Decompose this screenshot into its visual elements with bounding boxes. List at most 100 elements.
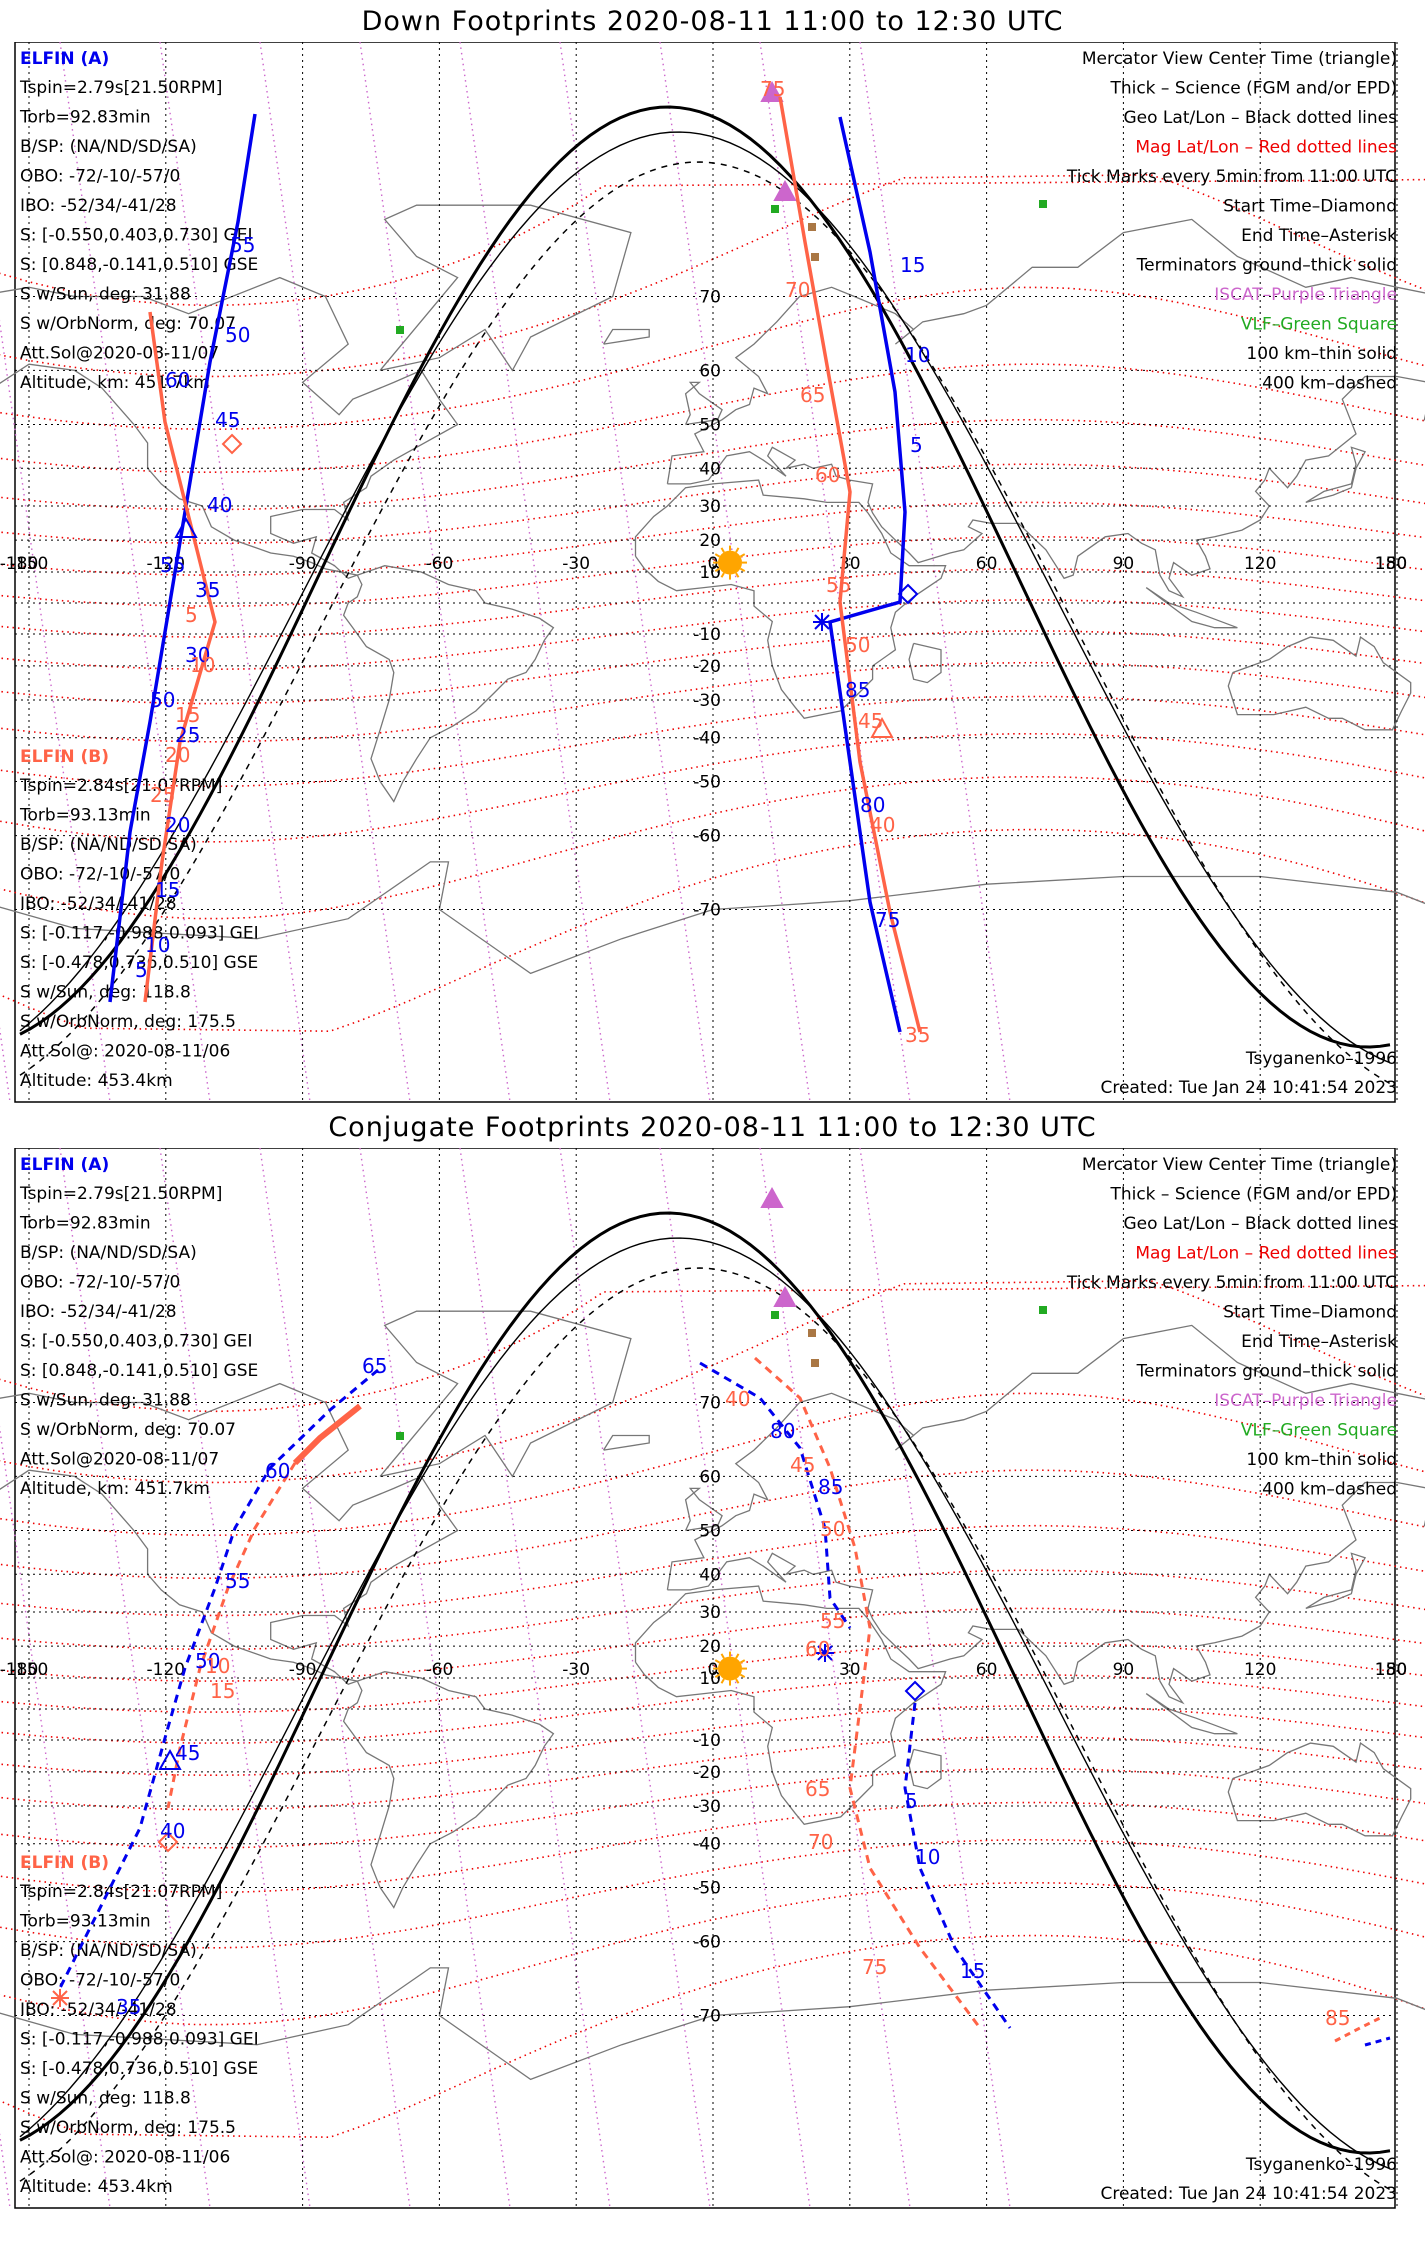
elfin-a-info-line: OBO: -72/-10/-57/0 <box>20 167 180 187</box>
elfin-b-info-line: S w/OrbNorm, deg: 175.5 <box>20 2118 236 2138</box>
created-timestamp: Created: Tue Jan 24 10:41:54 2023 <box>1100 1078 1397 1098</box>
elfin-b-track-label: 50 <box>845 633 870 657</box>
lon-tick-label: -60 <box>426 1660 454 1680</box>
elfin-a-track-edge <box>1364 2036 1391 2047</box>
lat-tick-label: -70 <box>693 2006 721 2026</box>
elfin-a-track-east <box>699 1361 852 1629</box>
mag-lat-line <box>0 363 1425 474</box>
elfin-a-track-label: 85 <box>818 1475 843 1499</box>
elfin-a-info-line: S: [-0.550,0.403,0.730] GEI <box>20 1332 252 1352</box>
map-panel-down: -180-150 -120 -90 -60 -30 0 30 60 90 120 150180706… <box>0 42 1425 1103</box>
elfin-b-track-label: 45 <box>790 1453 815 1477</box>
elfin-b-track-label: 60 <box>815 463 840 487</box>
legend-line: Terminators ground–thick solid <box>1136 1362 1397 1382</box>
mag-lon-line <box>659 1148 811 2209</box>
lon-tick-label: -180 <box>0 554 38 574</box>
lat-tick-label: 50 <box>699 416 721 436</box>
legend-line: Terminators ground–thick solid <box>1136 256 1397 276</box>
elfin-b-track-label: 75 <box>862 1955 887 1979</box>
coastline <box>0 1967 1425 2081</box>
elfin-a-info-line: Torb=92.83min <box>19 1214 151 1234</box>
elfin-b-info-line: S w/Sun, deg: 118.8 <box>20 983 191 1003</box>
legend-line: 400 km–dashed <box>1262 374 1397 394</box>
legend-line: Geo Lat/Lon – Black dotted lines <box>1124 108 1398 128</box>
lat-tick-label: -70 <box>693 900 721 920</box>
sun-ray <box>720 1678 725 1684</box>
lon-tick-label: 90 <box>1113 1660 1135 1680</box>
lat-tick-label: -10 <box>693 625 721 645</box>
lat-tick-label: 60 <box>699 361 721 381</box>
sun-ray <box>739 1659 746 1664</box>
panel-title-down: Down Footprints 2020-08-11 11:00 to 12:3… <box>361 6 1064 37</box>
mag-lat-line <box>0 1838 1425 1949</box>
elfin-b-info-line: Torb=93.13min <box>19 1912 151 1932</box>
elfin-b-info-line: Att.Sol@: 2020-08-11/06 <box>20 1042 230 1062</box>
elfin-a-center-triangle <box>174 516 198 538</box>
iscat-station-triangle <box>760 1186 784 1208</box>
elfin-b-track-label: 15 <box>210 1679 235 1703</box>
elfin-a-track-label: 35 <box>116 1995 141 2019</box>
lon-tick-label: -120 <box>147 1660 186 1680</box>
mag-lon-line <box>59 1148 211 2209</box>
mag-lon-line <box>259 1148 411 2209</box>
elfin-b-info-line: IBO: -52/34/-41/28 <box>20 2000 177 2020</box>
coastline <box>1305 1552 1367 1610</box>
elfin-a-track-label: 30 <box>185 643 210 667</box>
elfin-b-info-line: Tspin=2.84s[21.07RPM] <box>19 1882 222 1902</box>
elfin-b-track-label: 50 <box>820 1517 845 1541</box>
mag-lon-line <box>159 1148 311 2209</box>
lon-tick-label: 180 <box>1375 554 1407 574</box>
vlf-station-square <box>1039 200 1047 208</box>
lon-tick-label: 150 <box>1375 554 1407 574</box>
elfin-a-info-line: S: [0.848,-0.141,0.510] GSE <box>20 255 258 275</box>
lon-tick-label: 0 <box>708 554 719 574</box>
sun-ray <box>735 1653 740 1659</box>
mag-lon-line <box>59 42 211 1103</box>
elfin-a-track-label: 45 <box>175 1741 200 1765</box>
elfin-a-end-asterisk <box>816 1644 834 1662</box>
legend-line: Tick Marks every 5min from 11:00 UTC <box>1066 167 1397 187</box>
elfin-a-track-label: 40 <box>207 493 232 517</box>
coastline <box>684 1487 723 1532</box>
mag-lon-line <box>0 319 111 1103</box>
iscat-station-triangle <box>773 1285 797 1307</box>
elfin-b-track-label: 85 <box>1325 2006 1350 2030</box>
elfin-b-track-label: 75 <box>760 77 785 101</box>
coastline <box>603 1434 650 1451</box>
lat-tick-label: -50 <box>693 1878 721 1898</box>
vlf-station-square <box>396 326 404 334</box>
elfin-a-start-diamond <box>904 1680 926 1702</box>
elfin-a-title: ELFIN (A) <box>20 49 109 69</box>
coastline <box>603 328 650 345</box>
elfin-a-info-line: Altitude, km: 451.7km <box>20 1479 210 1499</box>
legend-line: ISCAT–Purple Triangle <box>1214 1391 1397 1411</box>
elfin-a-track-label: 45 <box>215 408 240 432</box>
elfin-b-track-label: 35 <box>905 1023 930 1047</box>
elfin-a-track-label: 50 <box>150 688 175 712</box>
coastline <box>908 642 942 684</box>
mag-lat-line <box>0 661 1425 743</box>
mag-lat-line <box>0 1469 1425 1580</box>
panel-title-conjugate: Conjugate Footprints 2020-08-11 11:00 to… <box>328 1112 1097 1143</box>
elfin-a-track-label: 80 <box>860 793 885 817</box>
elfin-a-start-diamond <box>897 583 919 605</box>
coastline <box>1227 1742 1412 1837</box>
mag-lon-line <box>759 1148 911 2209</box>
elfin-b-track-label: 40 <box>725 1387 750 1411</box>
lat-tick-label: 10 <box>699 563 721 583</box>
lat-tick-label: -60 <box>693 827 721 847</box>
elfin-a-info-line: Att.Sol@2020-08-11/07 <box>20 344 219 364</box>
lon-tick-label: 60 <box>976 554 998 574</box>
ground-station-square <box>811 1359 819 1367</box>
elfin-b-title: ELFIN (B) <box>20 747 109 767</box>
elfin-a-track-label: 15 <box>155 878 180 902</box>
legend-line: Tick Marks every 5min from 11:00 UTC <box>1066 1273 1397 1293</box>
coastline <box>379 1310 632 1478</box>
elfin-a-track-label: 85 <box>845 678 870 702</box>
elfin-a-info-line: IBO: -52/34/-41/28 <box>20 1302 177 1322</box>
coastline <box>684 381 723 426</box>
coastline <box>1227 636 1412 731</box>
elfin-b-track-label: 70 <box>808 1830 833 1854</box>
sun-ray <box>735 572 740 578</box>
elfin-a-track-label: 35 <box>195 578 220 602</box>
